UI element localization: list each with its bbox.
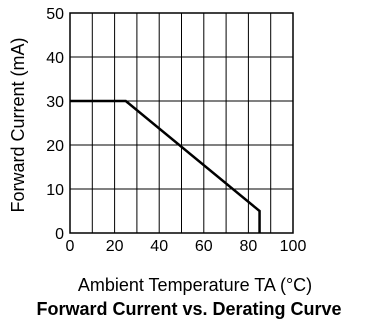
x-tick-label: 0	[66, 238, 75, 255]
derating-curve	[70, 99, 261, 233]
x-axis-label: Ambient Temperature TA (°C)	[78, 275, 312, 295]
y-tick-label: 0	[55, 226, 64, 243]
plot-frame	[69, 12, 294, 234]
y-tick-label: 10	[46, 182, 64, 199]
x-tick-label: 20	[106, 238, 124, 255]
x-tick-label: 60	[195, 238, 213, 255]
y-tick-label: 30	[46, 94, 64, 111]
chart-title: Forward Current vs. Derating Curve	[36, 299, 341, 319]
y-tick-label: 40	[46, 50, 64, 67]
y-axis-label: Forward Current (mA)	[8, 37, 28, 212]
x-tick-label: 40	[150, 238, 168, 255]
x-tick-label: 100	[280, 238, 307, 255]
x-tick-labels: 0 20 40 60 80 100	[66, 238, 307, 255]
y-tick-label: 20	[46, 138, 64, 155]
series-layer	[70, 99, 261, 233]
grid	[70, 13, 293, 233]
y-tick-label: 50	[46, 6, 64, 23]
y-tick-labels: 0 10 20 30 40 50	[46, 6, 64, 243]
x-tick-label: 80	[240, 238, 258, 255]
